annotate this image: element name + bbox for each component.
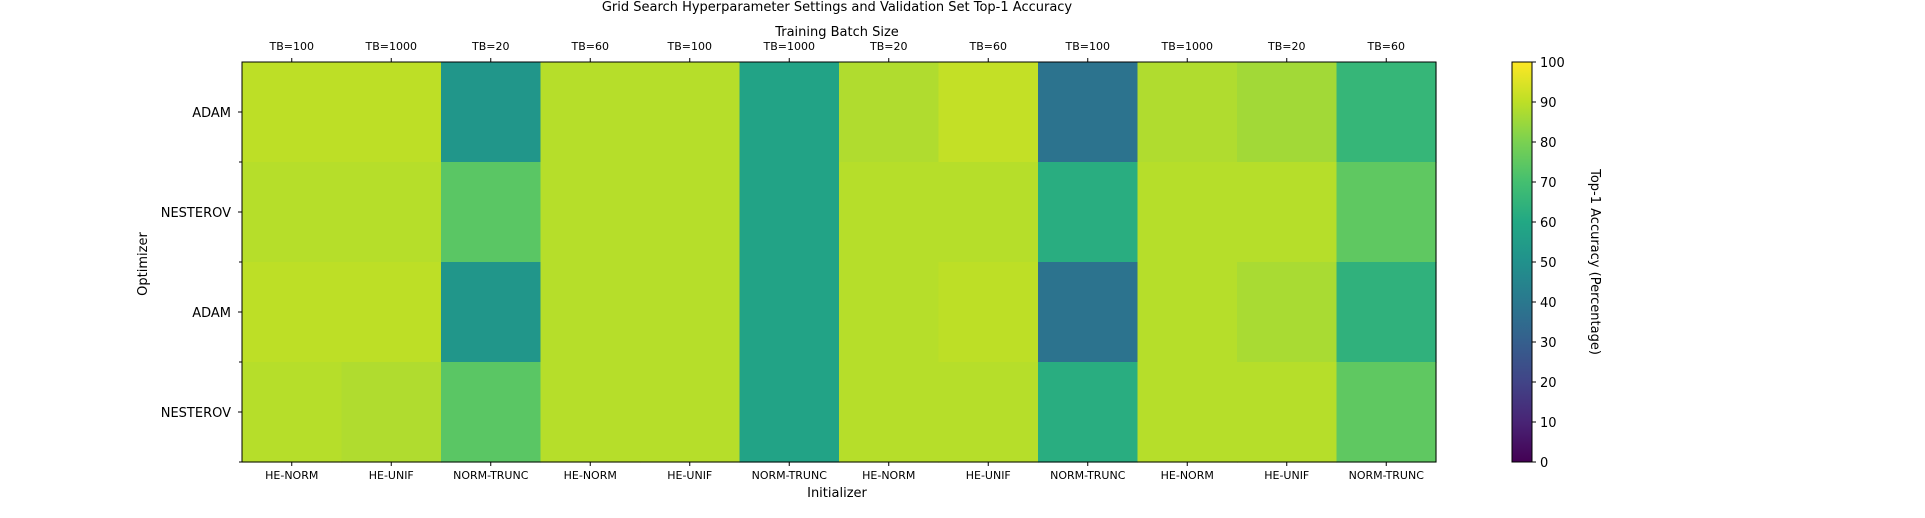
heatmap-cell (1336, 162, 1437, 263)
heatmap-cell (341, 62, 442, 163)
x-top-tick-label: TB=20 (1267, 40, 1305, 53)
colorbar-tick-label: 40 (1540, 296, 1557, 311)
x-bottom-tick-label: NORM-TRUNC (1050, 469, 1126, 482)
heatmap-cell (640, 262, 741, 363)
y-tick-label: NESTEROV (161, 206, 231, 221)
x-bottom-tick-label: NORM-TRUNC (1349, 469, 1425, 482)
heatmap-cell (640, 162, 741, 263)
y-tick-label: ADAM (192, 306, 231, 321)
heatmap-cell (540, 162, 641, 263)
colorbar-tick-label: 70 (1540, 176, 1557, 191)
colorbar-tick-label: 80 (1540, 136, 1557, 151)
heatmap-cell (1237, 362, 1338, 463)
heatmap-cell (441, 162, 542, 263)
heatmap-cell (1336, 262, 1437, 363)
heatmap-cell (938, 162, 1039, 263)
y-ticks: ADAM NESTEROV ADAM NESTEROV (161, 106, 242, 463)
heatmap-cell (1038, 262, 1139, 363)
x-bottom-tick-label: HE-NORM (564, 469, 617, 482)
heatmap-cell (1137, 262, 1238, 363)
y-tick-label: ADAM (192, 106, 231, 121)
heatmap-cell (739, 62, 840, 163)
colorbar (1511, 61, 1533, 463)
heatmap-cell (1038, 62, 1139, 163)
colorbar-tick-label: 30 (1540, 336, 1557, 351)
x-top-tick-label: TB=60 (1367, 40, 1405, 53)
heatmap-cell (242, 62, 343, 163)
heatmap-cell (1237, 162, 1338, 263)
heatmap-cell (739, 262, 840, 363)
heatmap-cell (839, 62, 940, 163)
heatmap-cell (341, 362, 442, 463)
x-axis-label: Initializer (807, 486, 867, 501)
x-bottom-ticks: HE-NORM HE-UNIF NORM-TRUNC HE-NORM HE-UNIF NO… (265, 462, 1424, 482)
x-top-tick-label: TB=100 (269, 40, 314, 53)
colorbar-ticks: 0 10 20 30 40 50 60 70 80 90 100 (1532, 56, 1565, 471)
x-bottom-tick-label: HE-NORM (265, 469, 318, 482)
heatmap-cell (540, 262, 641, 363)
heatmap-cell (739, 362, 840, 463)
x-bottom-tick-label: HE-UNIF (1264, 469, 1309, 482)
heatmap-cell (839, 362, 940, 463)
x-top-tick-label: TB=20 (869, 40, 907, 53)
x-bottom-tick-label: HE-UNIF (667, 469, 712, 482)
heatmap-cell (640, 62, 741, 163)
x-bottom-tick-label: HE-NORM (862, 469, 915, 482)
x-bottom-tick-label: HE-UNIF (966, 469, 1011, 482)
x-bottom-tick-label: HE-NORM (1161, 469, 1214, 482)
heatmap-cell (1237, 62, 1338, 163)
x-top-tick-label: TB=1000 (1161, 40, 1213, 53)
x-top-tick-label: TB=60 (571, 40, 609, 53)
heatmap-cell (1137, 162, 1238, 263)
heatmap-cell (1137, 362, 1238, 463)
x-bottom-tick-label: NORM-TRUNC (752, 469, 828, 482)
y-axis-label: Optimizer (136, 232, 151, 296)
heatmap-cell (242, 162, 343, 263)
x-top-tick-label: TB=100 (1065, 40, 1110, 53)
heatmap-cell (1336, 62, 1437, 163)
heatmap-cell (1237, 262, 1338, 363)
x-top-ticks: TB=100 TB=1000 TB=20 TB=60 TB=100 TB=1000 TB=2… (269, 40, 1405, 62)
colorbar-label: Top-1 Accuracy (Percentage) (1587, 168, 1602, 355)
x-top-tick-label: TB=1000 (763, 40, 815, 53)
chart-title: Grid Search Hyperparameter Settings and … (602, 0, 1073, 15)
heatmap-cell (441, 262, 542, 363)
colorbar-tick-label: 10 (1540, 416, 1557, 431)
heatmap-cell (839, 162, 940, 263)
x-top-axis-label: Training Batch Size (774, 25, 899, 40)
heatmap-cell (540, 362, 641, 463)
colorbar-tick-label: 50 (1540, 256, 1557, 271)
heatmap-cell (640, 362, 741, 463)
x-top-tick-label: TB=60 (969, 40, 1007, 53)
heatmap-cell (441, 62, 542, 163)
x-top-tick-label: TB=20 (471, 40, 509, 53)
heatmap-cell (341, 162, 442, 263)
heatmap-cell (441, 362, 542, 463)
colorbar-tick-label: 100 (1540, 56, 1565, 71)
colorbar-tick-label: 0 (1540, 456, 1548, 471)
heatmap-cell (242, 362, 343, 463)
x-top-tick-label: TB=1000 (365, 40, 417, 53)
heatmap-cell (242, 262, 343, 363)
x-top-tick-label: TB=100 (667, 40, 712, 53)
colorbar-tick-label: 90 (1540, 96, 1557, 111)
heatmap-cell (938, 362, 1039, 463)
heatmap-cell (1336, 362, 1437, 463)
colorbar-tick-label: 60 (1540, 216, 1557, 231)
heatmap-cell (1137, 62, 1238, 163)
heatmap-cell (938, 62, 1039, 163)
heatmap-cell (938, 262, 1039, 363)
heatmap-cell (839, 262, 940, 363)
heatmap-cell (739, 162, 840, 263)
x-bottom-tick-label: HE-UNIF (369, 469, 414, 482)
heatmap-cells (242, 62, 1437, 463)
heatmap-cell (1038, 162, 1139, 263)
heatmap-cell (540, 62, 641, 163)
colorbar-tick-label: 20 (1540, 376, 1557, 391)
heatmap-cell (1038, 362, 1139, 463)
x-bottom-tick-label: NORM-TRUNC (453, 469, 529, 482)
y-tick-label: NESTEROV (161, 406, 231, 421)
heatmap-cell (341, 262, 442, 363)
